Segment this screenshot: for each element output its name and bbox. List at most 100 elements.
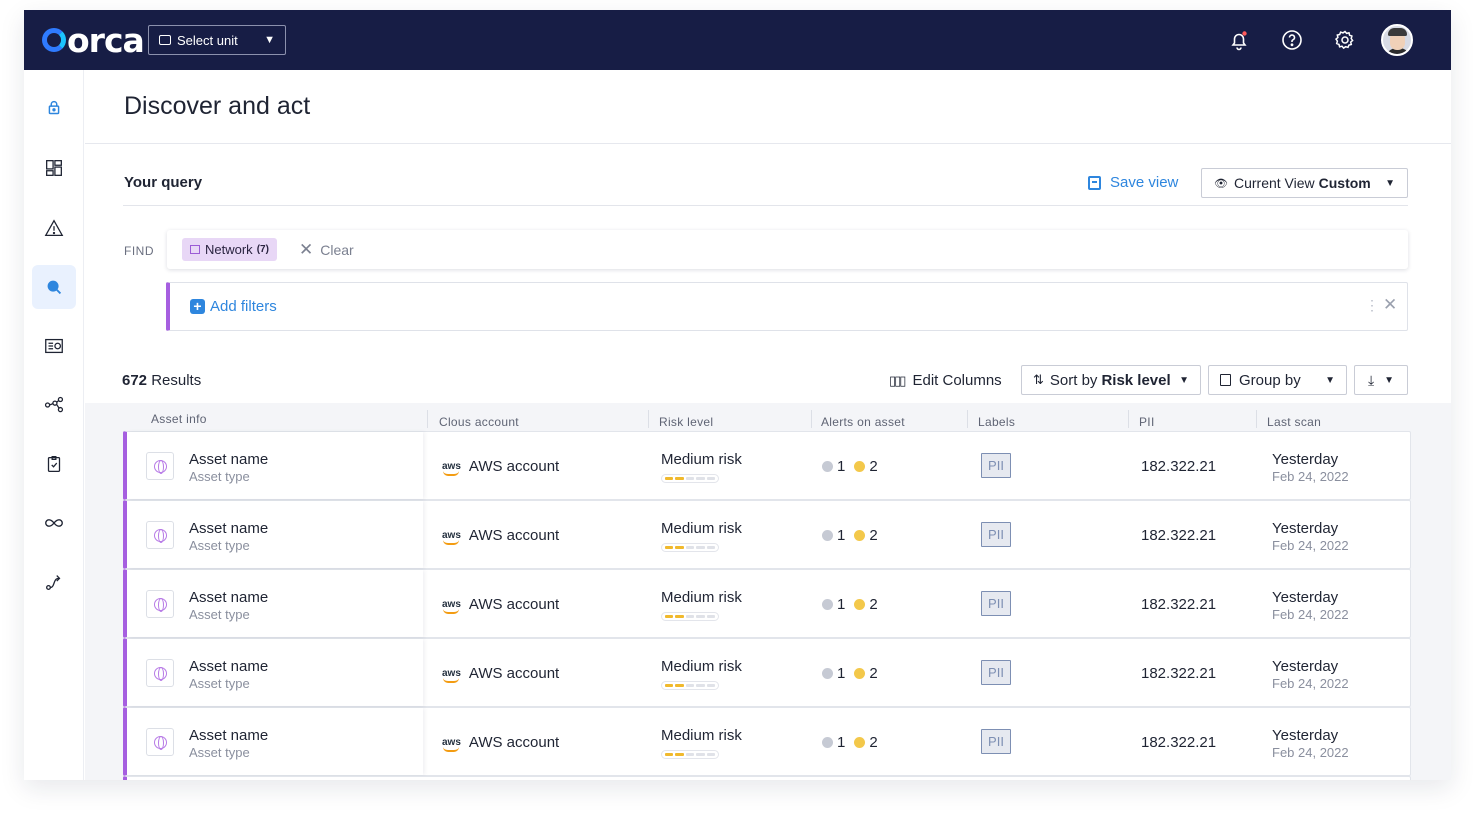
globe-icon xyxy=(153,528,167,543)
asset-name[interactable]: Asset name xyxy=(189,520,269,537)
pii-value: 182.322.21 xyxy=(1141,596,1217,613)
account-name: AWS account xyxy=(468,458,560,475)
last-scan-date: Feb 24, 2022 xyxy=(1272,745,1349,760)
sort-value: Risk level xyxy=(1101,371,1171,389)
info-alert-icon xyxy=(822,668,833,679)
asset-type: Asset type xyxy=(189,745,250,760)
col-header-asset[interactable]: Asset info xyxy=(151,412,207,426)
sidebar-item-integrations[interactable] xyxy=(32,501,76,545)
account-name: AWS account xyxy=(468,734,560,751)
risk-meter xyxy=(661,750,719,759)
asset-icon-box xyxy=(146,590,174,618)
gear-icon[interactable] xyxy=(1333,28,1357,52)
export-button[interactable]: ⤓ ▼ xyxy=(1354,365,1408,395)
risk-segment xyxy=(706,546,716,549)
label-badge[interactable]: PII xyxy=(981,729,1011,754)
query-label: Your query xyxy=(124,174,203,191)
sort-select[interactable]: ⇅ Sort by Risk level ▼ xyxy=(1021,365,1201,395)
risk-segment xyxy=(706,615,716,618)
col-header-account[interactable]: Clous account xyxy=(439,415,519,429)
edit-columns-button[interactable]: ▯▯▯ Edit Columns xyxy=(889,372,1002,389)
sidebar-item-graph[interactable] xyxy=(32,383,76,427)
aws-logo-icon: aws xyxy=(442,668,461,683)
orca-logo[interactable]: orca xyxy=(42,21,145,60)
last-scan-day: Yesterday xyxy=(1272,451,1339,468)
table-row[interactable]: Asset name Asset type aws AWS account Medium… xyxy=(123,431,1411,500)
label-badge[interactable]: PII xyxy=(981,591,1011,616)
globe-icon xyxy=(153,666,167,681)
col-separator xyxy=(1128,410,1129,428)
account-name: AWS account xyxy=(468,665,560,682)
risk-meter xyxy=(661,681,719,690)
sidebar-item-alerts[interactable] xyxy=(32,206,76,250)
sidebar-item-security[interactable] xyxy=(32,86,76,130)
table-row[interactable]: Asset name Asset type aws AWS account Medium… xyxy=(123,707,1411,776)
caret-down-icon: ▼ xyxy=(1179,374,1189,386)
col-header-risk[interactable]: Risk level xyxy=(659,415,714,429)
save-view-button[interactable]: Save view xyxy=(1088,174,1178,191)
results-count: 672 Results xyxy=(122,372,201,389)
asset-cell: Asset name Asset type xyxy=(127,432,423,499)
risk-segment xyxy=(675,753,684,756)
label-badge[interactable]: PII xyxy=(981,660,1011,685)
last-scan-day: Yesterday xyxy=(1272,727,1339,744)
label-badge[interactable]: PII xyxy=(981,453,1011,478)
label-badge[interactable]: PII xyxy=(981,522,1011,547)
col-header-labels[interactable]: Labels xyxy=(978,415,1016,429)
caret-down-icon: ▼ xyxy=(264,34,275,46)
group-by-select[interactable]: Group by ▼ xyxy=(1208,365,1347,395)
risk-level: Medium risk xyxy=(661,658,742,675)
avatar-face xyxy=(1390,32,1405,50)
sort-prefix: Sort by xyxy=(1049,371,1098,389)
asset-name[interactable]: Asset name xyxy=(189,727,269,744)
cloud-account: aws AWS account xyxy=(442,527,559,545)
caret-down-icon: ▼ xyxy=(1384,374,1395,386)
add-filters-button[interactable]: + Add filters xyxy=(190,298,277,315)
asset-name[interactable]: Asset name xyxy=(189,451,269,468)
network-chip[interactable]: Network (7) xyxy=(182,238,277,261)
aws-logo-icon: aws xyxy=(442,461,461,476)
group-by-label: Group by xyxy=(1239,371,1301,389)
info-alert-count: 1 xyxy=(837,458,846,475)
unit-select[interactable]: Select unit ▼ xyxy=(148,25,286,55)
sidebar-item-discovery[interactable] xyxy=(32,265,76,309)
help-icon[interactable] xyxy=(1280,28,1304,52)
table-row-partial xyxy=(123,776,1411,780)
asset-cell: Asset name Asset type xyxy=(127,708,423,775)
sidebar-item-compliance[interactable] xyxy=(32,442,76,486)
clear-button[interactable]: ✕ Clear xyxy=(299,240,354,260)
bell-icon[interactable] xyxy=(1227,28,1251,52)
table-row[interactable]: Asset name Asset type aws AWS account Medium… xyxy=(123,638,1411,707)
sidebar-item-inventory[interactable] xyxy=(32,324,76,368)
clear-label: Clear xyxy=(320,242,354,258)
avatar[interactable] xyxy=(1381,24,1413,56)
results-number: 672 xyxy=(122,372,148,389)
col-header-pii[interactable]: PII xyxy=(1139,415,1155,429)
table-row[interactable]: Asset name Asset type aws AWS account Medium… xyxy=(123,500,1411,569)
risk-segment xyxy=(675,684,684,687)
find-bar[interactable]: Network (7) ✕ Clear xyxy=(167,230,1408,269)
risk-segment xyxy=(685,753,695,756)
current-view-select[interactable]: 👁 Current View Custom ▼ xyxy=(1201,168,1408,198)
sidebar-item-dashboard[interactable] xyxy=(32,146,76,190)
more-vertical-icon[interactable]: ⋮ xyxy=(1365,297,1379,313)
asset-cell: Asset name Asset type xyxy=(127,570,423,637)
asset-name[interactable]: Asset name xyxy=(189,658,269,675)
col-header-alerts[interactable]: Alerts on asset xyxy=(821,415,905,429)
col-header-last-scan[interactable]: Last scan xyxy=(1267,415,1322,429)
table-row[interactable]: Asset name Asset type aws AWS account Medium… xyxy=(123,569,1411,638)
asset-icon-box xyxy=(146,521,174,549)
info-alert-icon xyxy=(822,599,833,610)
col-separator xyxy=(1256,410,1257,428)
close-icon[interactable]: ✕ xyxy=(1383,295,1398,314)
col-separator xyxy=(427,410,428,428)
chip-label: Network xyxy=(205,242,253,257)
col-separator xyxy=(967,410,968,428)
unit-select-label: Select unit xyxy=(177,32,238,48)
asset-name[interactable]: Asset name xyxy=(189,589,269,606)
risk-segment xyxy=(696,615,705,618)
sidebar-item-workflows[interactable] xyxy=(32,560,76,604)
